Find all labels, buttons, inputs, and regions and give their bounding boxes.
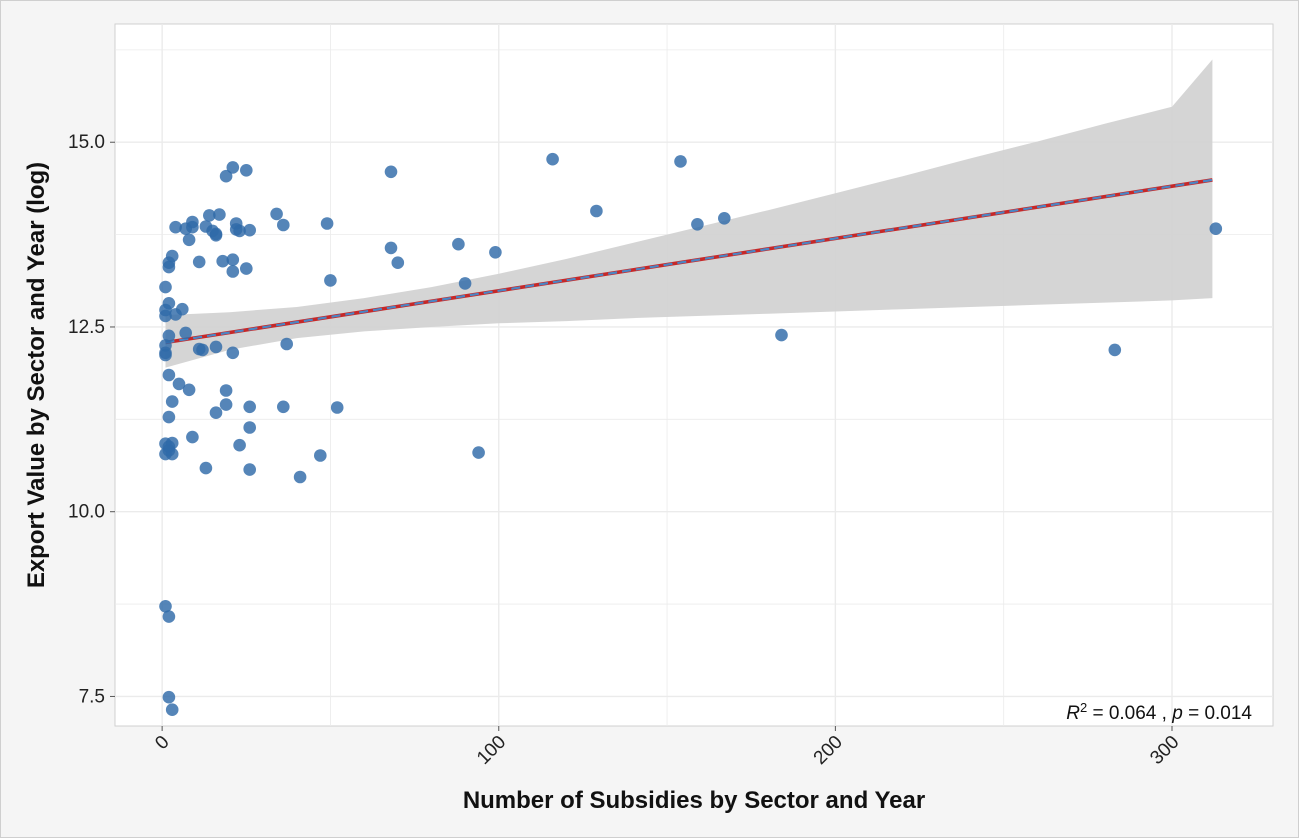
- data-point: [384, 241, 398, 255]
- data-point: [196, 343, 209, 357]
- x-tick-label: 200: [810, 732, 847, 769]
- data-point: [277, 218, 290, 232]
- data-point: [159, 600, 172, 613]
- data-point: [182, 383, 196, 397]
- data-point: [186, 430, 199, 444]
- data-point: [458, 277, 472, 290]
- data-point: [176, 302, 189, 316]
- regression-stats-annotation: R2 = 0.064 , p = 0.014: [1066, 700, 1252, 725]
- confidence-band: [165, 59, 1213, 368]
- data-point: [674, 155, 687, 168]
- data-point: [199, 461, 213, 475]
- y-tick-label: 12.5: [68, 317, 105, 338]
- data-points: [159, 152, 1223, 716]
- data-point: [226, 346, 240, 360]
- data-point: [590, 204, 603, 218]
- data-point: [209, 229, 223, 242]
- data-point: [162, 297, 176, 310]
- x-tick-label: 300: [1146, 732, 1183, 769]
- data-point: [219, 169, 233, 183]
- y-axis-title: Export Value by Sector and Year (log): [23, 162, 50, 588]
- data-point: [277, 400, 290, 414]
- data-point: [775, 328, 788, 342]
- p-symbol: p: [1171, 703, 1183, 724]
- data-point: [165, 703, 179, 716]
- data-point: [162, 610, 176, 623]
- data-point: [243, 223, 256, 237]
- y-tick-label: 10.0: [68, 502, 105, 523]
- data-point: [330, 401, 344, 414]
- data-point: [192, 255, 206, 269]
- data-point: [270, 207, 283, 221]
- data-point: [243, 400, 256, 414]
- data-point: [718, 212, 731, 225]
- data-point: [320, 217, 334, 230]
- r-exponent: 2: [1080, 700, 1087, 715]
- data-point: [691, 218, 704, 231]
- trend-line: [165, 178, 1213, 345]
- data-point: [213, 208, 226, 221]
- data-point: [472, 446, 485, 459]
- data-point: [165, 395, 179, 408]
- data-point: [1209, 222, 1223, 235]
- r-value: = 0.064 ,: [1087, 703, 1172, 724]
- data-point: [240, 262, 253, 275]
- data-point: [226, 253, 240, 266]
- data-point: [391, 256, 405, 270]
- data-point: [162, 690, 176, 704]
- trend-line-blue-dashed: [165, 178, 1213, 344]
- data-point: [293, 470, 307, 484]
- data-point: [165, 249, 179, 263]
- data-point: [452, 237, 465, 251]
- data-point: [243, 463, 256, 476]
- data-point: [219, 384, 233, 397]
- x-tick-label: 0: [151, 732, 173, 754]
- data-point: [172, 377, 186, 391]
- data-point: [216, 254, 229, 268]
- data-point: [203, 209, 216, 222]
- y-tick-label: 7.5: [79, 686, 105, 707]
- data-point: [159, 348, 172, 362]
- data-point: [186, 220, 199, 234]
- data-point: [1108, 343, 1122, 357]
- data-point: [165, 436, 179, 450]
- data-point: [240, 164, 253, 177]
- data-point: [182, 233, 196, 247]
- data-point: [209, 340, 223, 354]
- x-axis-title: Number of Subsidies by Sector and Year: [463, 787, 925, 814]
- data-point: [314, 449, 327, 462]
- data-point: [179, 326, 192, 340]
- data-point: [162, 368, 176, 382]
- data-point: [280, 337, 294, 351]
- p-value: = 0.014: [1183, 703, 1253, 724]
- data-point: [162, 329, 176, 343]
- data-point: [324, 274, 337, 287]
- x-tick-label: 100: [473, 732, 510, 769]
- data-point: [489, 246, 502, 259]
- data-point: [165, 447, 179, 461]
- r-symbol: R: [1066, 703, 1080, 724]
- data-point: [233, 224, 246, 238]
- data-point: [159, 309, 172, 323]
- data-point: [233, 438, 246, 452]
- data-point: [219, 398, 233, 411]
- data-point: [546, 152, 559, 166]
- data-point: [243, 421, 256, 434]
- data-point: [226, 161, 240, 174]
- data-point: [159, 280, 172, 294]
- data-point: [384, 165, 398, 179]
- y-tick-label: 15.0: [68, 132, 105, 153]
- data-point: [162, 410, 176, 424]
- data-point: [209, 406, 223, 420]
- data-point: [169, 220, 182, 234]
- data-point: [226, 265, 240, 278]
